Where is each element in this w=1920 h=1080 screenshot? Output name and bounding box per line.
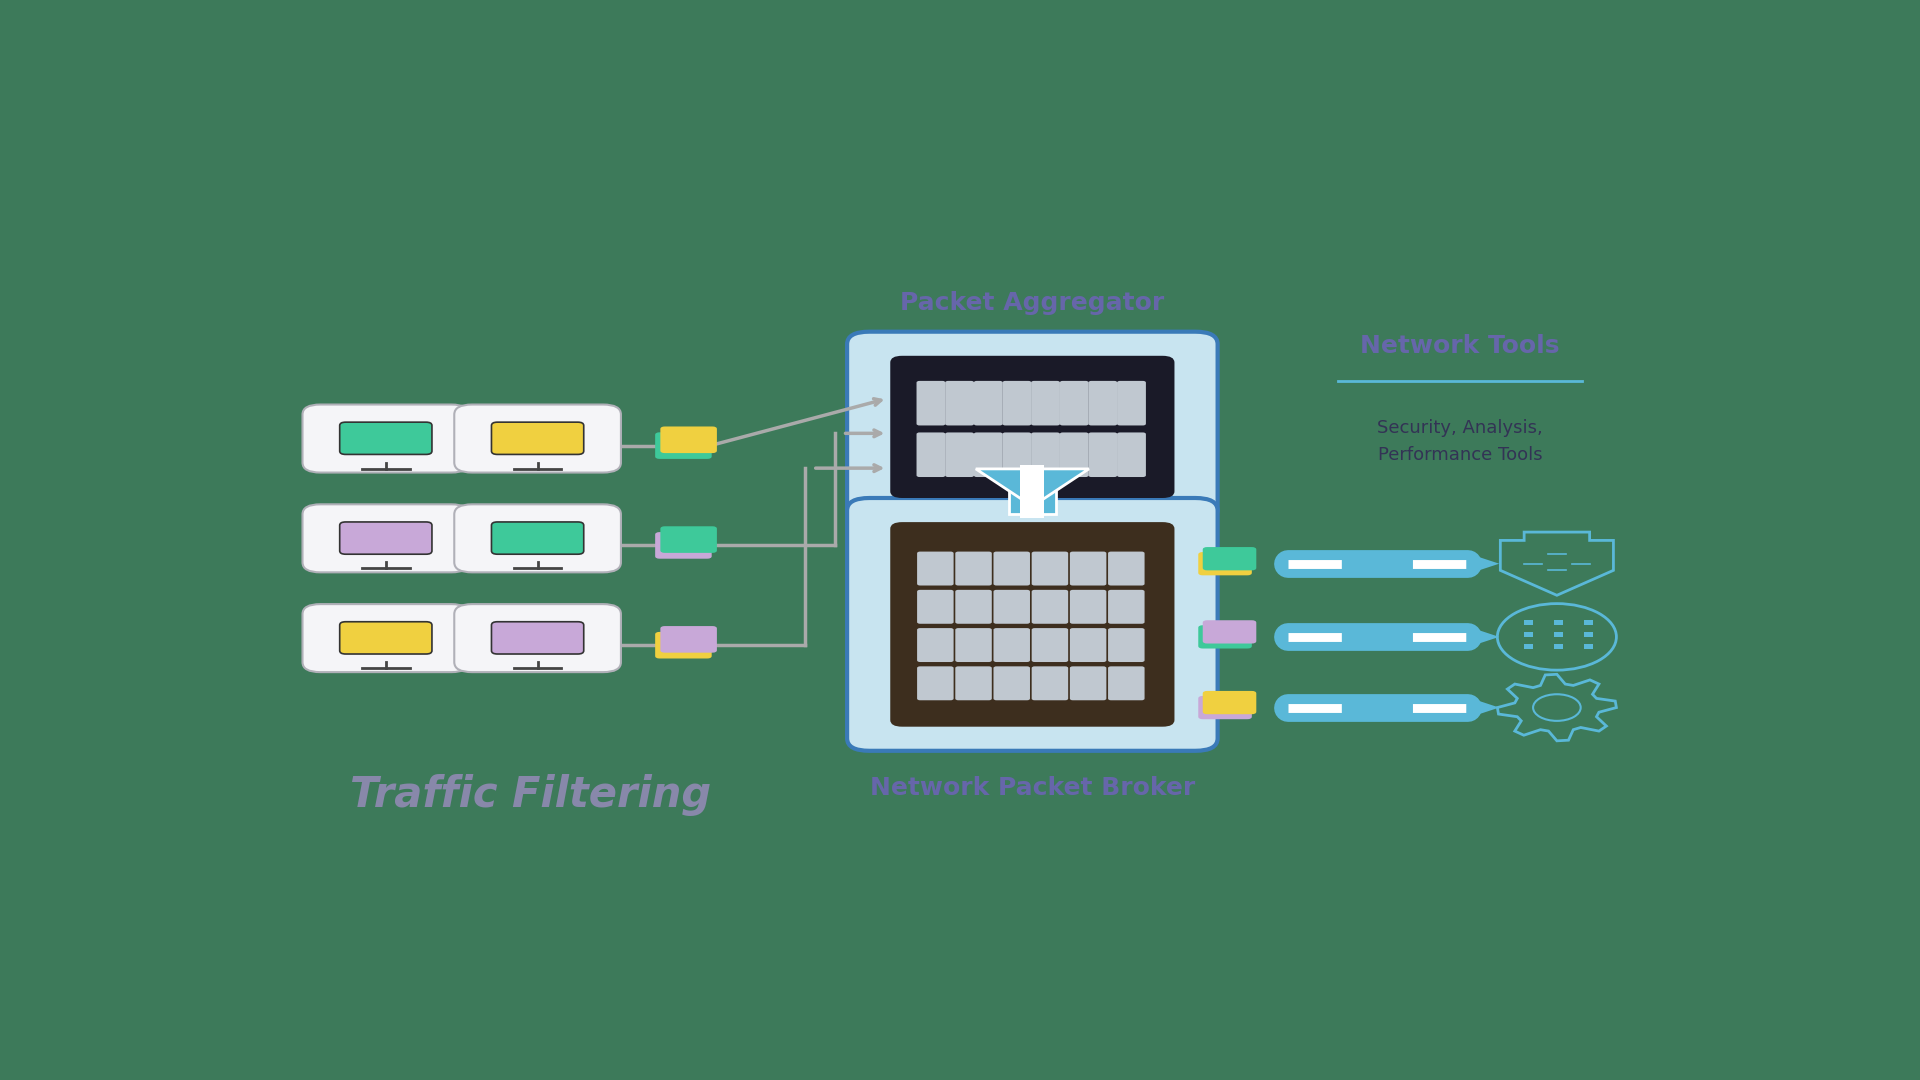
FancyBboxPatch shape — [956, 629, 993, 662]
FancyBboxPatch shape — [956, 666, 993, 700]
FancyBboxPatch shape — [1108, 552, 1144, 585]
FancyBboxPatch shape — [303, 504, 468, 572]
FancyBboxPatch shape — [655, 432, 712, 459]
FancyBboxPatch shape — [1031, 381, 1060, 426]
FancyBboxPatch shape — [492, 422, 584, 455]
FancyBboxPatch shape — [1031, 590, 1068, 624]
FancyBboxPatch shape — [1524, 632, 1532, 637]
Polygon shape — [1467, 698, 1500, 718]
FancyBboxPatch shape — [655, 532, 712, 558]
FancyBboxPatch shape — [340, 622, 432, 654]
FancyBboxPatch shape — [303, 405, 468, 473]
FancyBboxPatch shape — [1108, 629, 1144, 662]
FancyBboxPatch shape — [1069, 552, 1106, 585]
FancyBboxPatch shape — [455, 405, 620, 473]
FancyBboxPatch shape — [1202, 548, 1256, 570]
FancyBboxPatch shape — [303, 604, 468, 672]
FancyBboxPatch shape — [993, 629, 1029, 662]
FancyBboxPatch shape — [1584, 644, 1592, 648]
FancyBboxPatch shape — [660, 526, 716, 553]
FancyBboxPatch shape — [1069, 666, 1106, 700]
FancyBboxPatch shape — [1002, 432, 1031, 477]
FancyBboxPatch shape — [1202, 691, 1256, 714]
FancyBboxPatch shape — [1002, 381, 1031, 426]
FancyBboxPatch shape — [1553, 632, 1563, 637]
Text: Security, Analysis,
Performance Tools: Security, Analysis, Performance Tools — [1377, 419, 1544, 463]
FancyBboxPatch shape — [1060, 432, 1089, 477]
Text: Network Tools: Network Tools — [1361, 334, 1559, 357]
FancyBboxPatch shape — [660, 427, 716, 454]
FancyBboxPatch shape — [1198, 552, 1252, 576]
FancyBboxPatch shape — [655, 632, 712, 659]
FancyBboxPatch shape — [973, 432, 1002, 477]
FancyBboxPatch shape — [340, 422, 432, 455]
FancyBboxPatch shape — [492, 522, 584, 554]
FancyBboxPatch shape — [993, 552, 1029, 585]
Polygon shape — [1020, 464, 1044, 518]
FancyBboxPatch shape — [340, 522, 432, 554]
FancyBboxPatch shape — [945, 432, 973, 477]
FancyBboxPatch shape — [1117, 432, 1146, 477]
FancyBboxPatch shape — [1524, 620, 1532, 625]
FancyBboxPatch shape — [1069, 629, 1106, 662]
Text: Traffic Filtering: Traffic Filtering — [349, 774, 710, 815]
FancyBboxPatch shape — [891, 355, 1175, 498]
FancyBboxPatch shape — [1108, 590, 1144, 624]
FancyBboxPatch shape — [1584, 632, 1592, 637]
FancyBboxPatch shape — [492, 622, 584, 654]
FancyBboxPatch shape — [916, 432, 945, 477]
FancyBboxPatch shape — [1031, 552, 1068, 585]
FancyBboxPatch shape — [916, 381, 945, 426]
FancyBboxPatch shape — [993, 590, 1029, 624]
Polygon shape — [1467, 553, 1500, 575]
FancyBboxPatch shape — [455, 504, 620, 572]
FancyBboxPatch shape — [918, 552, 954, 585]
Polygon shape — [1008, 469, 1056, 514]
FancyBboxPatch shape — [1089, 432, 1117, 477]
FancyBboxPatch shape — [1553, 644, 1563, 648]
FancyBboxPatch shape — [918, 666, 954, 700]
FancyBboxPatch shape — [891, 522, 1175, 727]
FancyBboxPatch shape — [1069, 590, 1106, 624]
FancyBboxPatch shape — [956, 552, 993, 585]
FancyBboxPatch shape — [1198, 625, 1252, 648]
FancyBboxPatch shape — [918, 629, 954, 662]
Polygon shape — [1467, 626, 1500, 647]
FancyBboxPatch shape — [956, 590, 993, 624]
FancyBboxPatch shape — [918, 590, 954, 624]
FancyBboxPatch shape — [1060, 381, 1089, 426]
FancyBboxPatch shape — [1553, 620, 1563, 625]
FancyBboxPatch shape — [1584, 620, 1592, 625]
FancyBboxPatch shape — [847, 498, 1217, 751]
FancyBboxPatch shape — [1031, 629, 1068, 662]
FancyBboxPatch shape — [1202, 620, 1256, 644]
Text: Network Packet Broker: Network Packet Broker — [870, 777, 1194, 800]
FancyBboxPatch shape — [993, 666, 1029, 700]
FancyBboxPatch shape — [1031, 666, 1068, 700]
FancyBboxPatch shape — [847, 332, 1217, 522]
Polygon shape — [975, 469, 1089, 507]
FancyBboxPatch shape — [1198, 696, 1252, 719]
FancyBboxPatch shape — [1108, 666, 1144, 700]
FancyBboxPatch shape — [1117, 381, 1146, 426]
FancyBboxPatch shape — [1524, 644, 1532, 648]
FancyBboxPatch shape — [1031, 432, 1060, 477]
FancyBboxPatch shape — [660, 626, 716, 652]
FancyBboxPatch shape — [973, 381, 1002, 426]
FancyBboxPatch shape — [455, 604, 620, 672]
Text: Packet Aggregator: Packet Aggregator — [900, 291, 1165, 314]
FancyBboxPatch shape — [1089, 381, 1117, 426]
FancyBboxPatch shape — [945, 381, 973, 426]
